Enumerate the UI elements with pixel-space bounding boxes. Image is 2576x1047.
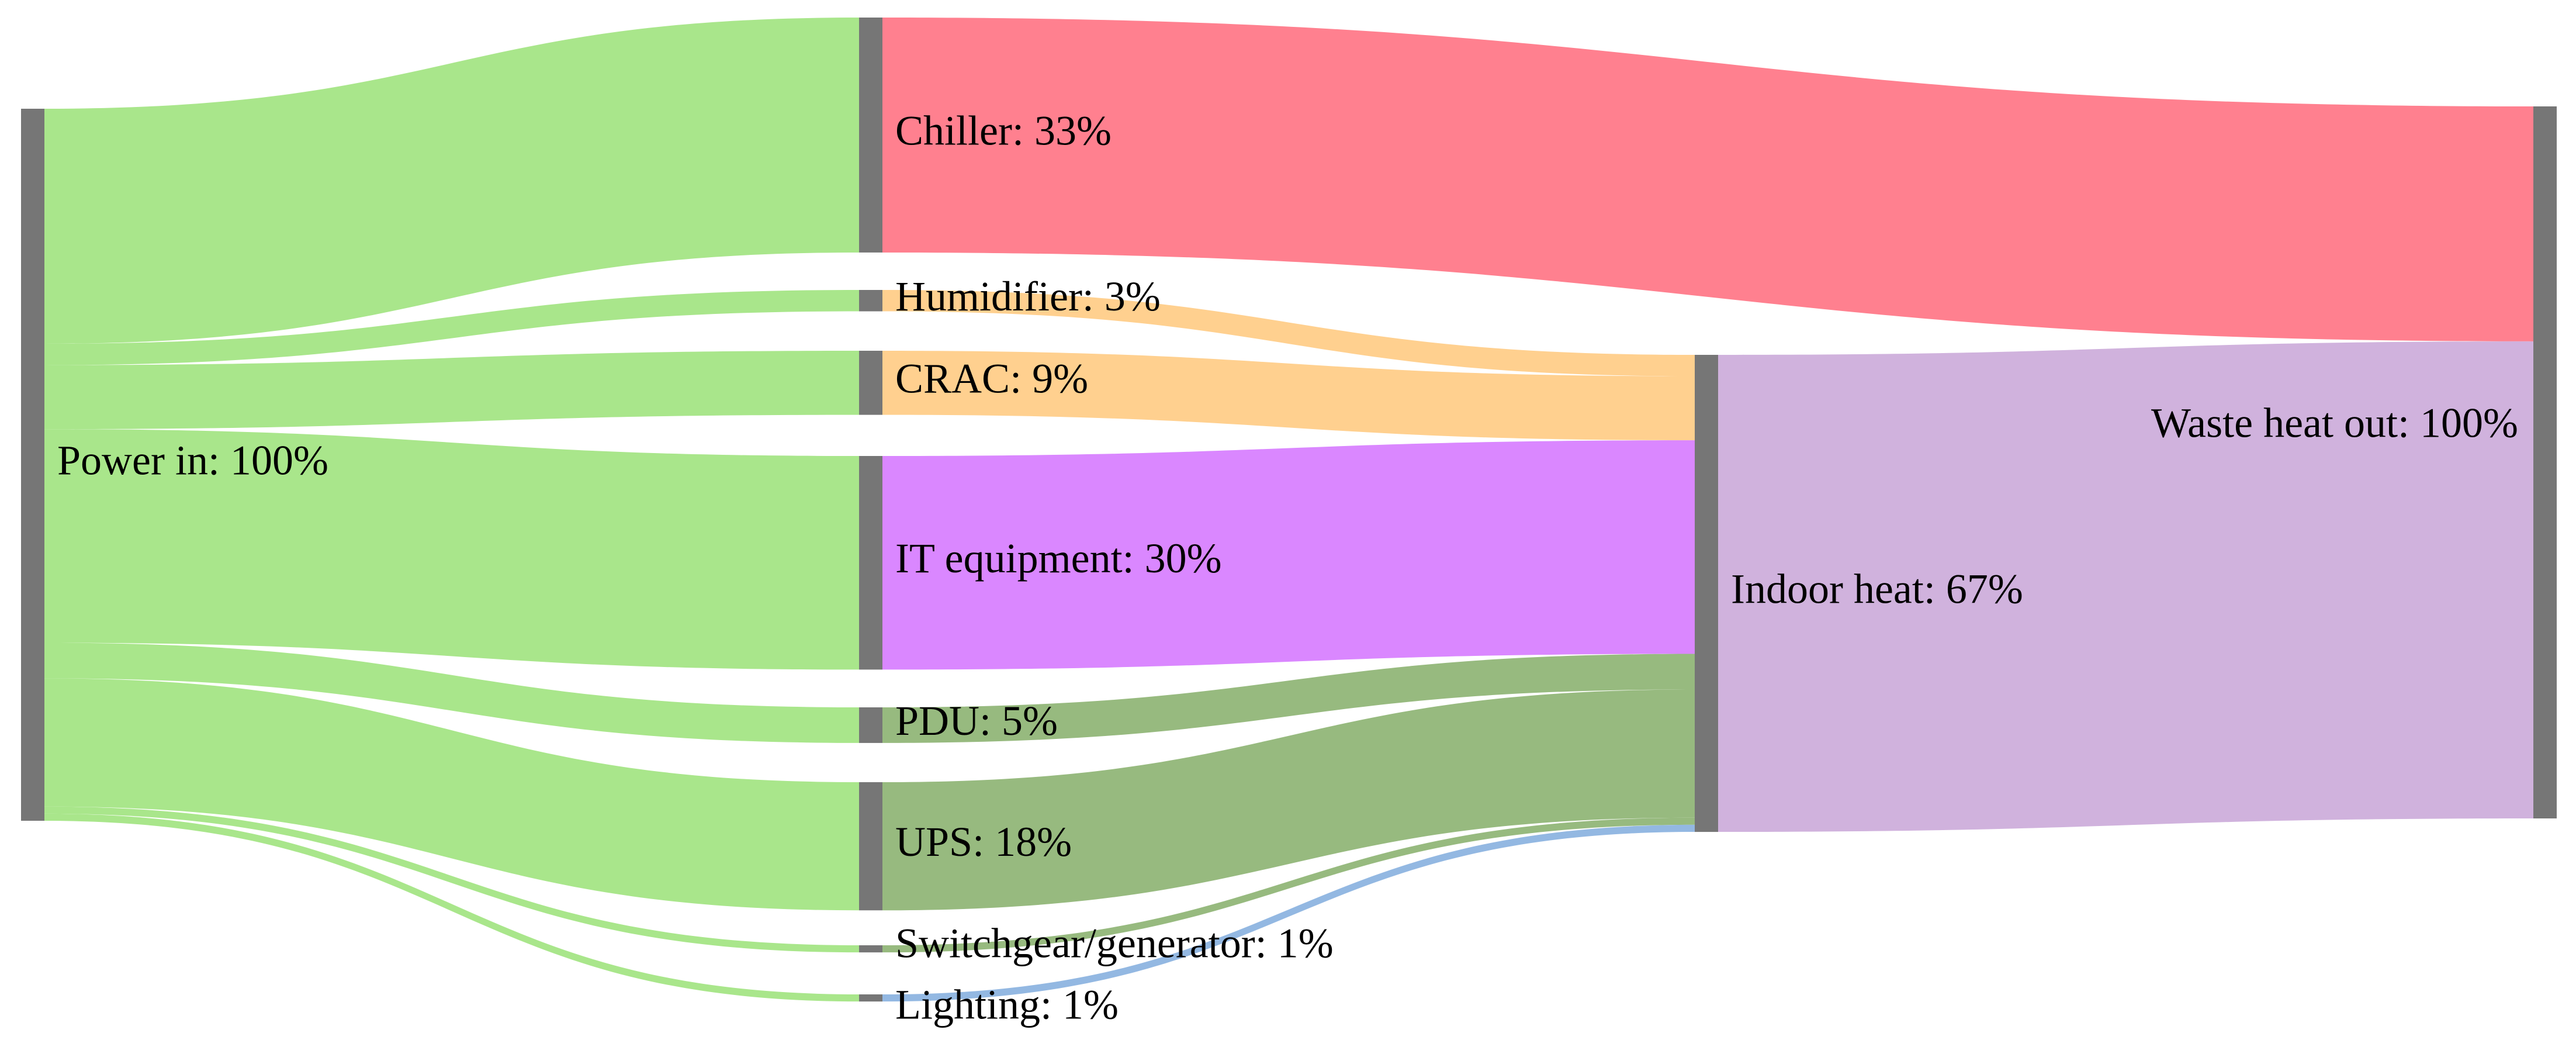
node-label-pdu: PDU: 5% xyxy=(895,697,1058,744)
node-label-chiller: Chiller: 33% xyxy=(895,107,1112,154)
node-bar-waste xyxy=(2533,106,2557,818)
node-bar-pdu xyxy=(859,707,882,743)
link-power-to-chiller xyxy=(44,18,859,344)
link-power-to-humidifier xyxy=(44,290,859,365)
node-bar-switchgear xyxy=(859,945,882,953)
link-indoor-to-waste xyxy=(1718,341,2533,832)
node-label-ups: UPS: 18% xyxy=(895,818,1072,865)
link-ups-to-indoor xyxy=(882,689,1695,911)
link-humidifier-to-indoor xyxy=(882,290,1695,376)
node-bar-it xyxy=(859,456,882,670)
link-power-to-lighting xyxy=(44,813,859,1002)
node-label-power: Power in: 100% xyxy=(57,437,328,484)
link-power-to-it xyxy=(44,429,859,670)
node-label-humidifier: Humidifier: 3% xyxy=(895,273,1161,320)
node-label-indoor: Indoor heat: 67% xyxy=(1731,566,2023,613)
link-crac-to-indoor xyxy=(882,351,1695,441)
node-bar-lighting xyxy=(859,994,882,1002)
node-bar-ups xyxy=(859,782,882,911)
node-label-it: IT equipment: 30% xyxy=(895,535,1222,582)
link-lighting-to-indoor xyxy=(882,824,1695,1002)
node-label-lighting: Lighting: 1% xyxy=(895,982,1119,1028)
link-pdu-to-indoor xyxy=(882,654,1695,743)
link-power-to-switchgear xyxy=(44,806,859,953)
nodes-layer xyxy=(21,18,2557,1002)
labels-layer: Power in: 100% Chiller: 33% Humidifier: 3%… xyxy=(57,107,2518,1028)
node-label-switchgear: Switchgear/generator: 1% xyxy=(895,920,1334,967)
links-layer xyxy=(44,18,2533,1002)
node-bar-crac xyxy=(859,351,882,415)
node-bar-chiller xyxy=(859,18,882,253)
link-power-to-ups xyxy=(44,678,859,911)
link-switchgear-to-indoor xyxy=(882,817,1695,953)
node-bar-indoor xyxy=(1695,355,1718,832)
link-power-to-crac xyxy=(44,351,859,430)
link-power-to-pdu xyxy=(44,642,859,743)
link-chiller-to-waste xyxy=(882,18,2533,341)
node-bar-power xyxy=(21,109,44,821)
node-label-waste: Waste heat out: 100% xyxy=(2151,400,2518,447)
node-bar-humidifier xyxy=(859,290,882,312)
node-label-crac: CRAC: 9% xyxy=(895,355,1088,402)
link-it-to-indoor xyxy=(882,440,1695,670)
